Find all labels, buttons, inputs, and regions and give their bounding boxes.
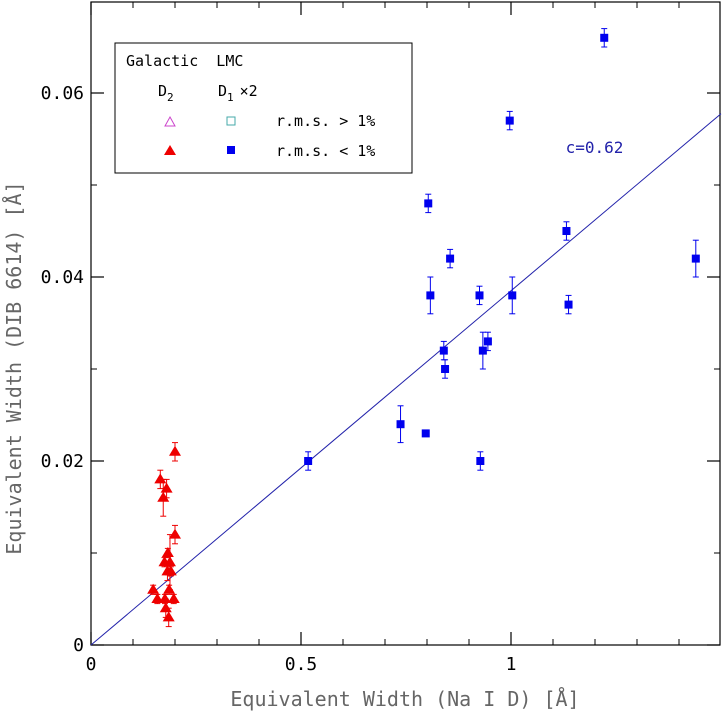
y-tick-label: 0.04 bbox=[41, 267, 84, 288]
data-point-triangle bbox=[151, 593, 164, 603]
data-point-square bbox=[441, 365, 450, 373]
data-point-square bbox=[483, 337, 492, 346]
legend-row2-label: r.m.s. < 1% bbox=[276, 142, 375, 160]
y-tick-label: 0 bbox=[73, 635, 84, 656]
data-point-triangle bbox=[169, 445, 181, 456]
data-point-square bbox=[508, 291, 517, 300]
x-tick-label: 0 bbox=[86, 654, 97, 675]
galactic-series bbox=[147, 442, 181, 628]
y-axis-label: Equivalent Width (DIB 6614) [Å] bbox=[2, 181, 26, 554]
data-point-square bbox=[476, 457, 485, 465]
legend-col2-sub: 1 bbox=[227, 91, 234, 104]
data-point-square bbox=[478, 346, 487, 355]
data-point-triangle bbox=[164, 565, 177, 576]
data-point-square bbox=[691, 254, 700, 263]
data-point-square bbox=[446, 254, 455, 263]
data-point-square bbox=[564, 300, 573, 309]
legend-filled-triangle-marker bbox=[164, 145, 176, 155]
fit-line bbox=[90, 113, 722, 646]
data-point-square bbox=[600, 33, 609, 42]
plot-frame bbox=[90, 1, 721, 646]
data-point-square bbox=[424, 199, 433, 208]
y-tick-label: 0.02 bbox=[41, 451, 84, 472]
data-point-triangle bbox=[163, 556, 176, 567]
data-point-triangle bbox=[157, 491, 170, 502]
x-axis-label: Equivalent Width (Na I D) [Å] bbox=[230, 687, 579, 711]
legend-header: Galactic LMC bbox=[126, 52, 243, 70]
data-point-triangle bbox=[163, 583, 176, 594]
data-point-square bbox=[439, 346, 448, 355]
legend-col1-sub: 2 bbox=[167, 91, 174, 104]
legend-col2-heading: D1 ×2 bbox=[218, 82, 258, 104]
data-point-triangle bbox=[159, 602, 172, 613]
data-point-square bbox=[426, 291, 435, 300]
data-point-square bbox=[396, 420, 405, 429]
legend-box bbox=[114, 42, 413, 174]
legend-col1-main: D bbox=[158, 82, 167, 100]
tick-labels: 0 0.5 1 0 0.02 0.04 0.06 bbox=[41, 83, 517, 675]
lmc-series bbox=[304, 28, 700, 471]
y-tick-label: 0.06 bbox=[41, 83, 84, 104]
data-point-triangle bbox=[147, 583, 160, 594]
legend-row1-label: r.m.s. > 1% bbox=[276, 112, 375, 130]
data-point-triangle bbox=[160, 482, 173, 493]
legend: Galactic LMC D2 D1 ×2 r.m.s. > 1% r.m.s. … bbox=[114, 42, 413, 174]
data-point-square bbox=[304, 457, 313, 465]
data-point-triangle bbox=[169, 528, 181, 539]
data-point-square bbox=[475, 291, 484, 300]
legend-col2-suffix: ×2 bbox=[240, 82, 258, 100]
data-point-square bbox=[421, 429, 430, 438]
major-ticks bbox=[90, 2, 720, 646]
data-point-triangle bbox=[162, 611, 175, 622]
legend-open-square-marker bbox=[226, 116, 236, 126]
legend-open-triangle-marker bbox=[164, 115, 176, 127]
x-tick-label: 1 bbox=[506, 654, 517, 675]
x-tick-label: 0.5 bbox=[285, 654, 318, 675]
fit-line-label: c=0.62 bbox=[566, 138, 624, 157]
data-point-square bbox=[562, 227, 571, 235]
legend-filled-square-marker bbox=[227, 146, 235, 154]
data-point-square bbox=[505, 116, 514, 125]
data-point-triangle bbox=[154, 473, 167, 484]
data-point-triangle bbox=[158, 593, 171, 603]
data-point-triangle bbox=[167, 593, 180, 603]
legend-col1-heading: D2 bbox=[158, 82, 174, 104]
data-point-triangle bbox=[161, 547, 174, 557]
data-points bbox=[147, 28, 700, 628]
legend-col2-main: D bbox=[218, 82, 227, 100]
